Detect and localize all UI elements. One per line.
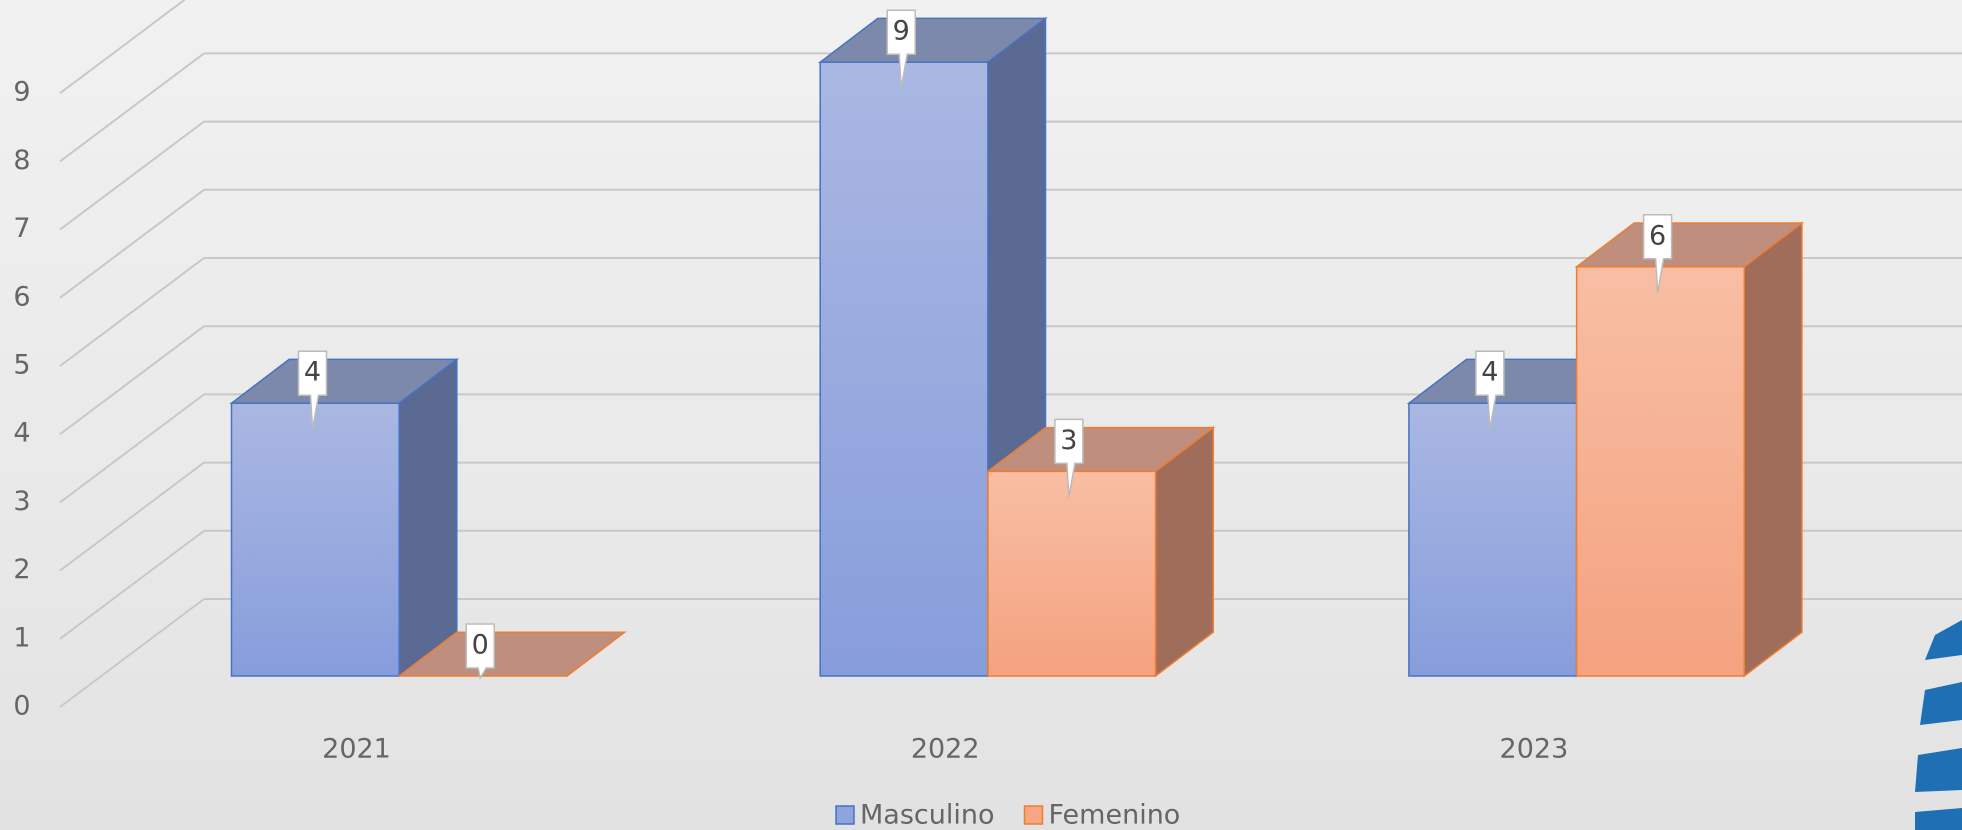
- grid-line: [59, 461, 205, 572]
- grid-line: [59, 120, 205, 231]
- data-label: 9: [893, 16, 910, 47]
- data-label-box: [1642, 214, 1673, 293]
- legend-swatch: [835, 805, 855, 825]
- bar: [1574, 221, 1805, 678]
- grid-line: [59, 189, 205, 299]
- y-tick-label: 6: [13, 281, 30, 312]
- bar-front: [819, 61, 989, 677]
- y-tick-label: 9: [13, 77, 30, 108]
- y-tick-label: 8: [13, 145, 30, 176]
- data-label: 4: [1481, 357, 1498, 388]
- bar-top: [396, 631, 627, 677]
- bar-front: [987, 470, 1157, 677]
- grid-line: [59, 598, 205, 708]
- legend-label: Femenino: [1049, 800, 1181, 830]
- y-tick-label: 3: [13, 486, 30, 517]
- legend-swatch: [1023, 805, 1044, 825]
- data-label: 0: [472, 630, 489, 661]
- data-label: 6: [1649, 220, 1666, 251]
- data-label-box: [297, 350, 328, 430]
- y-tick-label: 7: [13, 213, 30, 244]
- grid-line: [59, 529, 205, 640]
- data-label-box: [465, 623, 495, 681]
- y-tick-label: 0: [13, 691, 30, 722]
- grid-line: [59, 52, 205, 163]
- bar-front: [1408, 402, 1578, 677]
- data-label: 4: [304, 357, 321, 388]
- bar-side: [1743, 221, 1803, 678]
- data-label-box: [1054, 418, 1084, 498]
- y-tick-label: 1: [13, 622, 30, 653]
- bar-front: [230, 402, 400, 677]
- x-tick-label: 2023: [1500, 734, 1569, 765]
- data-label-box: [1475, 350, 1505, 430]
- grid-line: [59, 325, 205, 436]
- bar: [985, 426, 1216, 678]
- grid-line: [59, 0, 186, 94]
- y-tick-label: 4: [13, 418, 30, 449]
- bar: [229, 357, 460, 678]
- legend-label: Masculino: [860, 800, 995, 830]
- bar-side: [398, 357, 458, 678]
- grid-line: [59, 393, 205, 504]
- x-tick-label: 2022: [911, 734, 980, 765]
- x-tick-label: 2021: [322, 734, 391, 765]
- data-label-box: [886, 9, 916, 89]
- data-label: 3: [1060, 425, 1077, 456]
- y-tick-label: 2: [13, 554, 30, 585]
- grid-line: [59, 257, 205, 367]
- bar-front: [1575, 266, 1746, 677]
- bar: [396, 631, 627, 677]
- logo: [1915, 620, 1962, 830]
- y-tick-label: 5: [13, 350, 30, 381]
